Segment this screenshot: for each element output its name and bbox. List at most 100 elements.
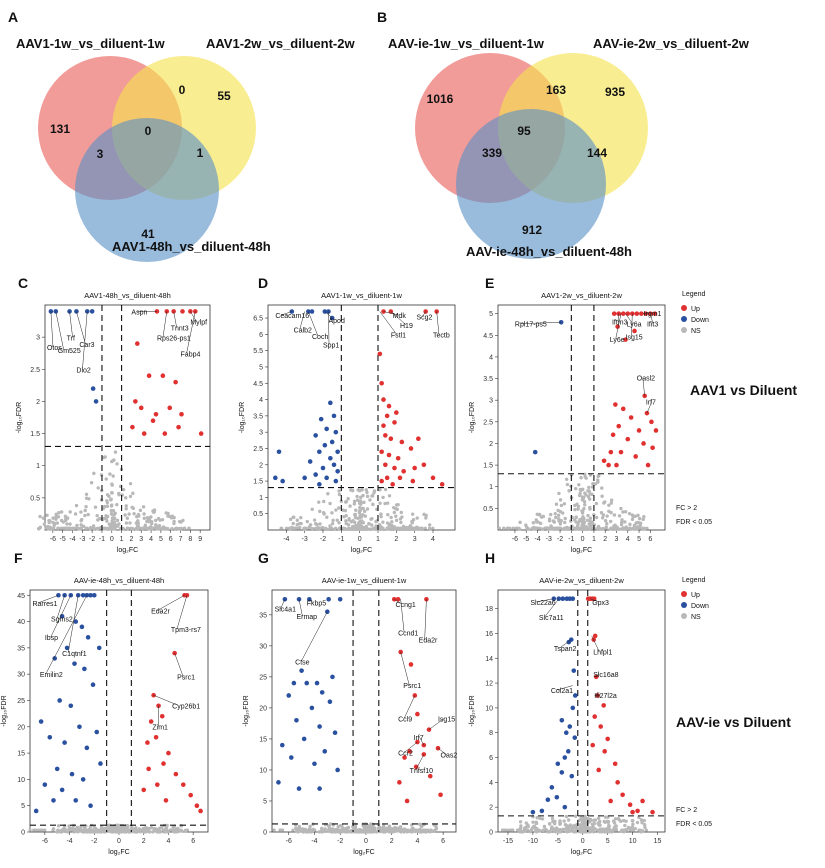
ns-point [308, 523, 313, 527]
up-point [642, 393, 647, 399]
gene-label: Slc22a6 [530, 600, 555, 607]
venn-count-only-1: 1016 [427, 92, 454, 106]
ns-point [290, 526, 294, 530]
legend-label-up: Up [691, 306, 700, 313]
venn-set-label-1: AAV1-1w_vs_diluent-1w [16, 36, 165, 51]
volcano-plot-f: AAV-ie-48h_vs_diluent-48h -6 -4 -2 0 2 4 6 0 5 10 1… [1, 576, 209, 856]
ns-point [158, 527, 162, 531]
up-point [386, 403, 392, 409]
y-tick-label: 0 [21, 830, 25, 837]
ns-point [344, 519, 348, 523]
ns-point [379, 514, 383, 519]
ns-point [89, 526, 93, 530]
ns-point [514, 526, 518, 530]
down-point [560, 596, 566, 601]
y-tick-label: 1 [36, 463, 40, 470]
ns-point [338, 526, 342, 530]
ns-point [530, 526, 535, 530]
venn-set-label-2: AAV1-2w_vs_diluent-2w [206, 36, 355, 51]
x-axis-label: log₂FC [351, 547, 372, 554]
ns-point [109, 511, 114, 516]
ns-point [600, 494, 604, 498]
y-tick-label: 40 [17, 619, 25, 626]
ns-point [64, 517, 68, 521]
ns-point [121, 487, 126, 492]
gene-label: Gpx3 [592, 600, 609, 607]
ns-point [83, 508, 87, 513]
gene-label: Cyp26b1 [172, 703, 200, 710]
ns-point [369, 828, 373, 832]
ns-point [124, 504, 128, 508]
y-tick-label: 5 [489, 311, 493, 318]
ns-point [581, 487, 585, 492]
gene-label: Ly6e [610, 337, 625, 344]
down-point [317, 724, 322, 729]
up-point [438, 792, 443, 798]
ns-point [305, 519, 309, 524]
ns-point [574, 520, 578, 524]
ns-point [547, 526, 551, 530]
gene-label: Tnnt3 [171, 326, 189, 333]
ns-point [516, 828, 520, 832]
up-point [628, 415, 634, 420]
gene-label-leader [591, 635, 600, 652]
ns-point [431, 526, 435, 530]
gene-label: Ceacam16 [275, 313, 309, 320]
down-point [62, 740, 67, 745]
legend-marker-down [681, 316, 687, 322]
x-tick-label: -6 [512, 536, 518, 543]
ns-point [349, 488, 353, 492]
ns-point [112, 520, 117, 524]
ns-point [326, 492, 330, 496]
down-point [337, 597, 343, 602]
ns-point [334, 526, 338, 530]
ns-point [62, 526, 66, 530]
ns-point [105, 499, 109, 503]
ns-point [623, 520, 627, 524]
ns-point [573, 507, 577, 512]
up-point [397, 475, 403, 481]
ns-point [142, 512, 146, 516]
venn-count-i12: 163 [546, 83, 566, 97]
ns-point [578, 493, 582, 497]
ns-point [113, 523, 117, 527]
y-axis-label: -log₁₀FDR [469, 695, 476, 726]
gene-label-leader [617, 313, 619, 322]
ns-point [534, 828, 539, 832]
ns-point [603, 828, 608, 832]
gene-label-leader [556, 685, 573, 691]
gene-label: Lhfpl1 [593, 650, 612, 657]
plot-frame [497, 589, 666, 833]
ns-point [144, 526, 148, 530]
ns-point [410, 512, 415, 516]
down-point [320, 465, 326, 471]
up-point [383, 433, 388, 438]
ns-point [566, 818, 571, 822]
ns-point [150, 526, 154, 530]
legend-label-ns: NS [691, 328, 701, 335]
ns-point [370, 523, 374, 527]
y-tick-label: 4 [489, 354, 493, 361]
ns-point [588, 526, 593, 530]
ns-point [519, 824, 523, 828]
ns-point [109, 504, 114, 508]
ns-point [313, 828, 317, 832]
ns-point [310, 526, 315, 531]
ns-point [74, 503, 79, 508]
gene-label: Ccnd1 [398, 630, 418, 637]
gene-label: Oasl2 [637, 376, 655, 383]
up-point [381, 423, 386, 428]
x-tick-label: -4 [534, 536, 540, 543]
x-tick-label: 4 [149, 536, 153, 543]
up-point [138, 405, 144, 411]
ns-point [340, 824, 344, 828]
down-point [276, 780, 281, 785]
y-tick-label: 35 [17, 645, 25, 652]
ns-point [538, 816, 542, 821]
ns-point [303, 526, 307, 530]
ns-point [423, 828, 427, 832]
ns-point [553, 511, 557, 516]
up-point [407, 749, 412, 754]
ns-point [117, 493, 121, 497]
